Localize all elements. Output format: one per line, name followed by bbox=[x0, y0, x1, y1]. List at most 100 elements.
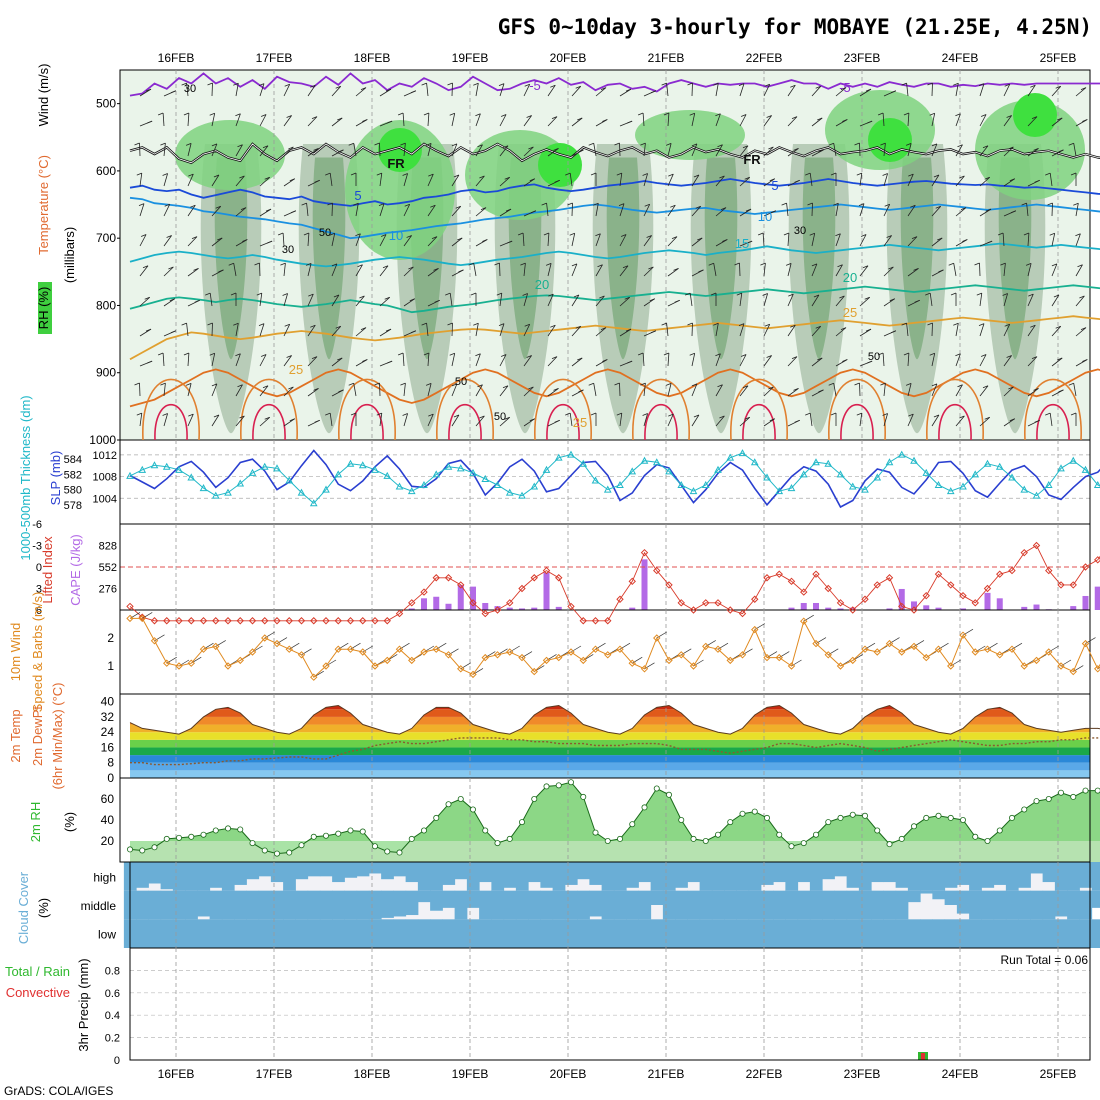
wind-barb-flag bbox=[901, 322, 907, 326]
cloud-low-bar bbox=[136, 919, 149, 948]
slp-axis-label: SLP (mb) bbox=[48, 451, 63, 506]
wind-barb-flag bbox=[451, 143, 458, 147]
wind-barb bbox=[859, 297, 870, 307]
wind-barb bbox=[883, 266, 894, 277]
wind-barb-flag bbox=[835, 233, 841, 237]
cloud-high-bar bbox=[283, 862, 296, 891]
thickness-marker bbox=[518, 491, 526, 499]
wind-barb-flag bbox=[695, 205, 701, 209]
cloud-low-bar bbox=[638, 919, 652, 948]
wind-speed-marker bbox=[457, 665, 465, 673]
wind-barb bbox=[931, 174, 940, 187]
wind-barb-flag bbox=[362, 359, 368, 362]
wind-speed-marker bbox=[763, 653, 771, 662]
wind-barb-flag bbox=[663, 112, 670, 116]
wind-barb-flag bbox=[288, 146, 294, 150]
thickness-marker bbox=[995, 462, 1004, 470]
rh-marker bbox=[825, 819, 832, 826]
wind-barb bbox=[667, 143, 672, 157]
cloud-high-bar bbox=[185, 862, 198, 891]
wind-speed-marker bbox=[322, 662, 330, 670]
lifted-index-marker bbox=[444, 574, 453, 582]
wind-barb-flag bbox=[818, 389, 824, 393]
thickness-marker bbox=[505, 488, 514, 496]
cloud-low-bar bbox=[430, 919, 443, 948]
wind-barb bbox=[547, 356, 558, 367]
pressure-tick-label: 600 bbox=[96, 164, 116, 178]
wind-barb-flag bbox=[950, 292, 957, 296]
wind-barb-flag bbox=[742, 385, 749, 389]
lifted-index-marker bbox=[653, 566, 661, 575]
wind-speed-marker bbox=[334, 645, 342, 653]
wind-speed-marker bbox=[346, 645, 355, 653]
wind-barb-flag bbox=[277, 232, 284, 236]
wind-barb bbox=[691, 113, 696, 127]
wind-barb-flag bbox=[717, 144, 723, 148]
wind-barb-flag bbox=[938, 269, 944, 273]
wind-barb-flag bbox=[840, 327, 847, 330]
wind-barb bbox=[523, 178, 536, 187]
wind-barb-flag bbox=[665, 383, 672, 386]
wind-barb bbox=[787, 116, 798, 127]
rh-marker bbox=[911, 823, 918, 830]
wind-speed-marker bbox=[628, 659, 636, 667]
wind-barb-flag bbox=[266, 240, 273, 244]
isotherm-loop-35 bbox=[840, 403, 874, 441]
wind-barb-flag bbox=[288, 386, 294, 390]
wind-barb bbox=[569, 413, 573, 427]
cloud-middle-bar bbox=[466, 890, 480, 908]
wind-barb-flag bbox=[764, 323, 770, 327]
rh-contour-label: 50 bbox=[319, 227, 331, 239]
cloud-middle-bar bbox=[1054, 890, 1068, 917]
lifted-index-marker bbox=[787, 577, 796, 586]
wind-barb-flag bbox=[708, 262, 714, 266]
wind-barb bbox=[379, 234, 387, 247]
wind-barb-flag bbox=[1045, 412, 1051, 416]
wind-barb bbox=[906, 83, 909, 97]
cloud-low-bar bbox=[295, 919, 309, 948]
cloud-low-bar bbox=[466, 919, 480, 948]
lifted-index-marker bbox=[873, 581, 881, 589]
wind-barb-flag bbox=[145, 88, 152, 92]
wind-barb bbox=[809, 173, 813, 187]
cloud-middle-bar bbox=[785, 890, 799, 920]
cloud-low-bar bbox=[613, 919, 627, 948]
wind-barb-flag bbox=[517, 232, 524, 236]
wind-barb-flag bbox=[668, 413, 674, 417]
wind-barb-flag bbox=[526, 355, 532, 358]
wind-barb bbox=[619, 413, 623, 427]
wind-barb bbox=[427, 352, 430, 367]
cloud-high-bar bbox=[662, 862, 676, 891]
wind-barb bbox=[835, 295, 845, 307]
wind-barb bbox=[163, 235, 172, 247]
wind-barb-flag bbox=[890, 330, 897, 334]
wind-barb bbox=[522, 232, 525, 247]
thickness-marker bbox=[873, 473, 882, 481]
wind-barb-flag bbox=[289, 418, 295, 422]
wind-barb bbox=[307, 324, 316, 337]
wind-barb-flag bbox=[597, 264, 603, 268]
thickness-marker bbox=[861, 485, 869, 493]
wind-barb bbox=[907, 236, 918, 247]
wind-barb bbox=[931, 113, 936, 127]
date-label-top: 23FEB bbox=[844, 51, 881, 65]
wind-barb bbox=[931, 322, 933, 337]
cloud-middle-bar bbox=[834, 890, 848, 920]
wind-barb bbox=[163, 298, 176, 307]
lifted-index-marker bbox=[983, 584, 992, 593]
wind-barb-flag bbox=[284, 323, 290, 327]
wind-barb-flag bbox=[362, 119, 368, 122]
wind-barb bbox=[547, 232, 550, 247]
wind-barb-flag bbox=[380, 234, 387, 237]
wind-speed-marker bbox=[861, 645, 869, 653]
rh-marker bbox=[653, 785, 660, 792]
wind-barb bbox=[787, 263, 792, 277]
thickness-marker bbox=[199, 484, 208, 492]
cloud-high-bar bbox=[969, 862, 982, 891]
cloud-middle-bar bbox=[662, 890, 676, 920]
rh-marker bbox=[1058, 789, 1065, 796]
wind-barb bbox=[1051, 326, 1061, 337]
wind-speed-line bbox=[130, 617, 1100, 678]
wind-barb-flag bbox=[145, 328, 152, 332]
wind-barb-flag bbox=[404, 203, 410, 207]
